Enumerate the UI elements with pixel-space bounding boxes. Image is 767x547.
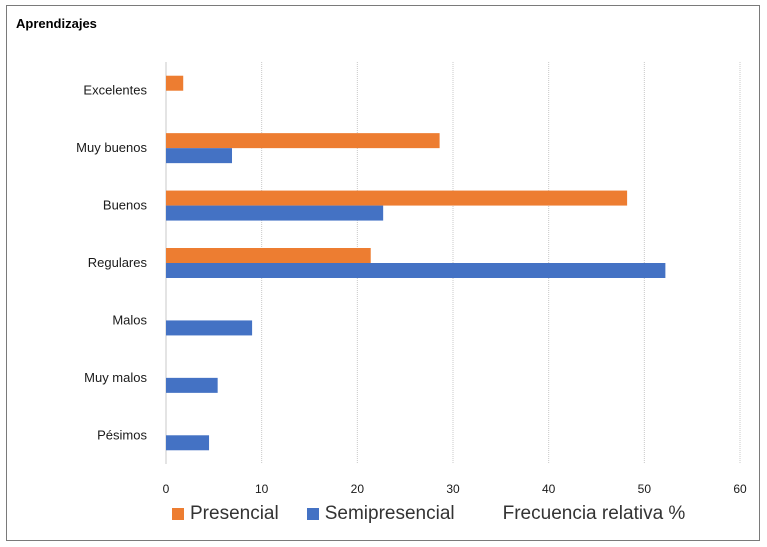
category-label: Regulares <box>88 255 148 270</box>
category-label: Muy buenos <box>76 140 147 155</box>
legend-item-semipresencial: Semipresencial <box>306 503 455 525</box>
x-tick-label: 30 <box>446 482 460 496</box>
bar-presencial-muy-buenos <box>166 133 440 149</box>
legend-label-semipresencial: Semipresencial <box>324 503 455 524</box>
category-label: Malos <box>112 312 147 327</box>
chart-title: Aprendizajes <box>16 16 97 31</box>
category-label: Muy malos <box>84 370 147 385</box>
x-tick-label: 20 <box>351 482 365 496</box>
bar-semipresencial-regulares <box>166 263 666 278</box>
legend-item-presencial: Presencial <box>172 503 279 525</box>
category-label: Buenos <box>103 198 148 213</box>
x-tick-label: 60 <box>733 482 747 496</box>
legend-swatch-semipresencial <box>306 508 319 520</box>
x-tick-label: 0 <box>163 482 170 496</box>
bar-presencial-regulares <box>166 248 371 263</box>
x-tick-label: 10 <box>255 482 269 496</box>
bar-semipresencial-muy-buenos <box>166 148 233 164</box>
legend: Presencial Semipresencial Frecuencia rel… <box>172 503 685 525</box>
bar-presencial-excelentes <box>166 75 184 91</box>
x-tick-label: 50 <box>638 482 652 496</box>
legend-label-presencial: Presencial <box>190 503 279 524</box>
bar-semipresencial-muy-malos <box>166 377 218 393</box>
bar-semipresencial-malos <box>166 320 253 336</box>
legend-swatch-presencial <box>172 508 184 520</box>
x-axis-title: Frecuencia relativa % <box>502 503 686 524</box>
category-label: Excelentes <box>83 83 147 98</box>
bar-semipresencial-buenos <box>166 205 384 221</box>
x-tick-label: 40 <box>542 482 556 496</box>
category-label: Pésimos <box>97 427 147 442</box>
bar-presencial-buenos <box>166 190 628 206</box>
bar-semipresencial-pésimos <box>166 435 210 451</box>
